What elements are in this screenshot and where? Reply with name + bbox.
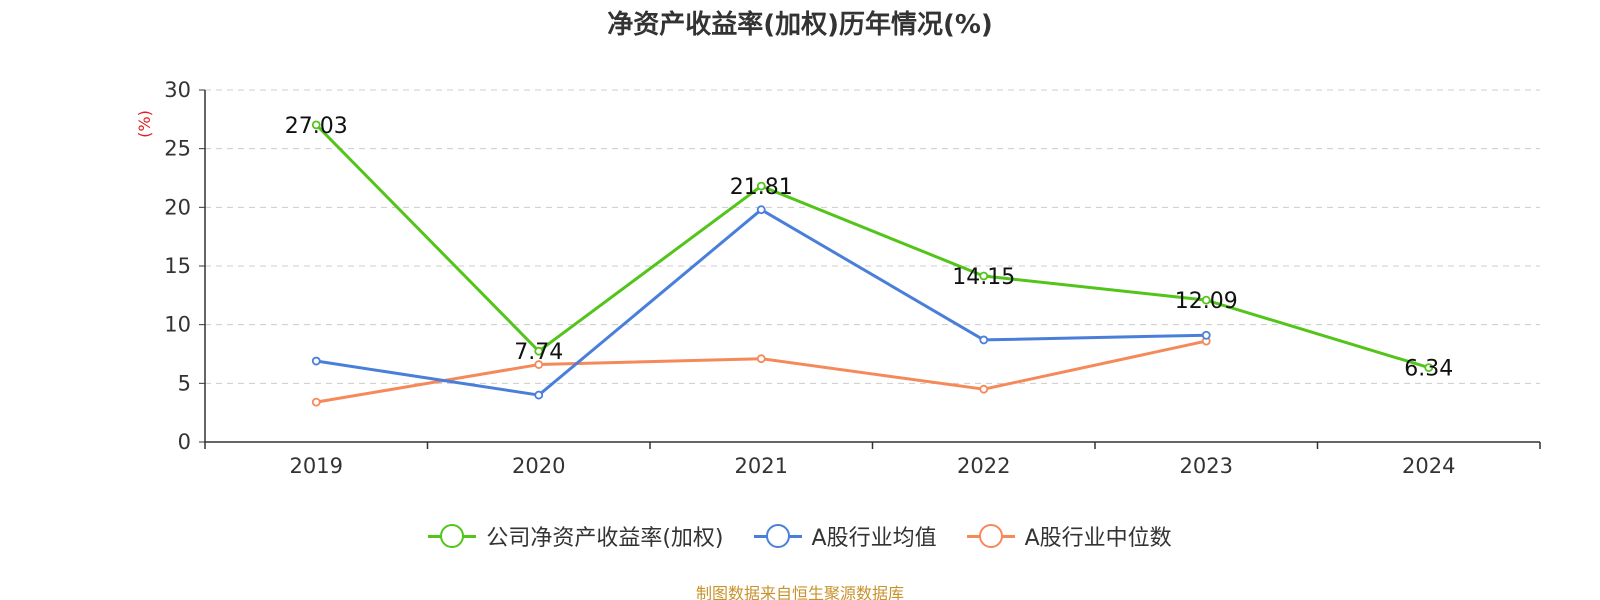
legend-swatch-icon <box>428 523 477 549</box>
data-point <box>756 181 766 191</box>
y-tick-label: 0 <box>178 430 191 454</box>
data-point <box>311 120 321 130</box>
data-point <box>1201 330 1211 340</box>
data-label: 6.34 <box>1404 357 1453 382</box>
legend-item[interactable]: 公司净资产收益率(加权) <box>428 520 724 552</box>
legend-item[interactable]: A股行业中位数 <box>966 520 1172 552</box>
chart-title: 净资产收益率(加权)历年情况(%) <box>607 10 993 40</box>
y-axis-label: (%) <box>135 110 154 138</box>
chart-legend: 公司净资产收益率(加权) A股行业均值 A股行业中位数 <box>0 520 1600 552</box>
data-point <box>1201 295 1211 305</box>
data-label: 12.09 <box>1175 289 1238 314</box>
legend-label: 公司净资产收益率(加权) <box>486 526 724 551</box>
x-tick-label: 2022 <box>957 454 1010 478</box>
data-label: 21.81 <box>730 175 793 200</box>
legend-item[interactable]: A股行业均值 <box>753 520 937 552</box>
x-tick-label: 2019 <box>290 454 343 478</box>
y-tick-label: 20 <box>164 195 191 219</box>
x-tick-label: 2021 <box>735 454 788 478</box>
legend-label: A股行业中位数 <box>1024 526 1172 551</box>
data-point <box>979 271 989 281</box>
data-point <box>979 335 989 345</box>
y-tick-label: 15 <box>164 254 191 278</box>
data-point <box>756 354 766 364</box>
legend-label: A股行业均值 <box>811 526 937 551</box>
data-label: 27.03 <box>285 114 348 139</box>
data-point <box>311 397 321 407</box>
x-tick-label: 2024 <box>1402 454 1455 478</box>
data-source-note: 制图数据来自恒生聚源数据库 <box>695 584 904 600</box>
y-tick-label: 25 <box>164 137 191 161</box>
y-tick-label: 10 <box>164 313 191 337</box>
data-label: 7.74 <box>514 340 563 365</box>
data-point <box>534 346 544 356</box>
data-point <box>1424 363 1434 373</box>
data-point <box>311 356 321 366</box>
data-point <box>534 390 544 400</box>
series-line <box>315 123 1430 370</box>
legend-swatch-icon <box>753 523 802 549</box>
series-line <box>316 339 1207 404</box>
x-tick-label: 2023 <box>1180 454 1233 478</box>
y-tick-label: 30 <box>164 78 191 102</box>
y-tick-label: 5 <box>178 371 191 395</box>
series-line <box>316 208 1207 397</box>
data-point <box>979 384 989 394</box>
data-label: 14.15 <box>952 265 1015 290</box>
data-point <box>534 360 544 369</box>
legend-swatch-icon <box>966 523 1015 549</box>
data-point <box>756 205 766 215</box>
x-tick-label: 2020 <box>512 454 565 478</box>
